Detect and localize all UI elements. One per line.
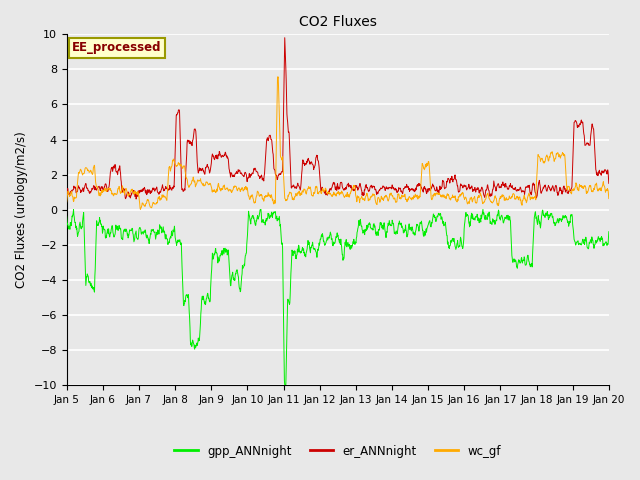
Legend: gpp_ANNnight, er_ANNnight, wc_gf: gpp_ANNnight, er_ANNnight, wc_gf <box>170 440 506 462</box>
Y-axis label: CO2 Fluxes (urology/m2/s): CO2 Fluxes (urology/m2/s) <box>15 131 28 288</box>
Text: EE_processed: EE_processed <box>72 41 161 54</box>
Title: CO2 Fluxes: CO2 Fluxes <box>299 15 377 29</box>
